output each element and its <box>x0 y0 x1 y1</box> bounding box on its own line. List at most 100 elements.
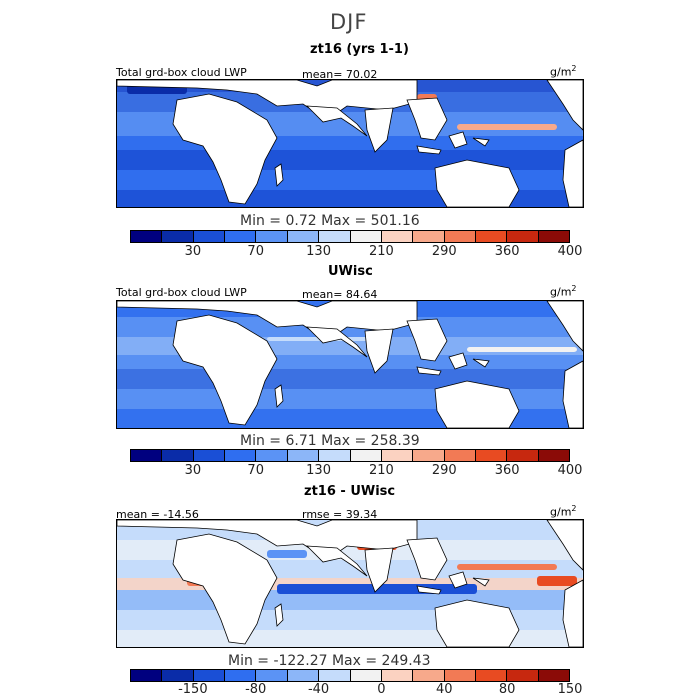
land-mass <box>305 545 368 577</box>
land-mass <box>546 520 583 571</box>
colorbar-tick-label: 210 <box>369 463 394 478</box>
land-mass <box>546 80 583 131</box>
panel-3-rmse-label: rmse = 39.34 <box>302 508 378 521</box>
panel-1-colorbar <box>130 230 570 243</box>
field-band <box>117 150 583 170</box>
colorbar-tick-label: 360 <box>494 463 520 478</box>
land-mass <box>364 547 394 593</box>
colorbar-tick-label: 290 <box>431 244 457 259</box>
land-mass <box>448 352 468 370</box>
colorbar-segment <box>256 670 288 681</box>
colorbar-segment <box>507 670 539 681</box>
land-mass <box>472 577 490 587</box>
land-mass <box>472 358 490 368</box>
colorbar-segment <box>162 231 194 242</box>
colorbar-segment <box>256 450 288 461</box>
colorbar-segment <box>256 231 288 242</box>
colorbar-segment <box>319 450 351 461</box>
colorbar-segment <box>507 231 539 242</box>
land-mass <box>406 97 448 141</box>
colorbar-tick-label: 80 <box>498 682 516 697</box>
land-mass <box>562 579 583 647</box>
colorbar-segment <box>193 231 226 242</box>
panel-2-subtitle: UWisc <box>328 264 373 279</box>
colorbar-segment <box>381 231 414 242</box>
panel-3-colorbar <box>130 669 570 682</box>
colorbar-segment <box>131 231 163 242</box>
colorbar-segment <box>444 450 476 461</box>
panel-1-units: g/m2 <box>550 64 577 79</box>
land-mass <box>364 107 394 153</box>
panel-1-mean-label: mean= 70.02 <box>302 68 378 81</box>
colorbar-segment <box>444 231 476 242</box>
land-mass <box>562 139 583 207</box>
panel-1-left-label: Total grd-box cloud LWP <box>116 66 247 79</box>
panel-3-subtitle: zt16 - UWisc <box>304 484 396 499</box>
colorbar-segment <box>287 231 320 242</box>
colorbar-tick-label: -40 <box>307 682 330 697</box>
colorbar-tick-label: 130 <box>306 463 331 478</box>
colorbar-segment <box>350 670 382 681</box>
colorbar-tick-label: 290 <box>431 463 457 478</box>
colorbar-segment <box>193 450 226 461</box>
land-mass <box>364 328 394 374</box>
colorbar-segment <box>193 670 226 681</box>
colorbar-tick-label: 0 <box>377 682 386 697</box>
land-mass <box>562 360 583 428</box>
panel-2-left-label: Total grd-box cloud LWP <box>116 286 247 299</box>
colorbar-segment <box>475 670 508 681</box>
page-title: DJF <box>330 10 368 34</box>
colorbar-segment <box>131 450 163 461</box>
colorbar-segment <box>162 670 194 681</box>
land-mass <box>434 599 520 647</box>
colorbar-tick-label: 360 <box>494 244 520 259</box>
colorbar-segment <box>319 670 351 681</box>
panel-1-subtitle: zt16 (yrs 1-1) <box>310 42 409 57</box>
colorbar-segment <box>225 670 257 681</box>
land-mass <box>448 571 468 589</box>
colorbar-segment <box>538 450 570 461</box>
field-anomaly <box>537 576 577 586</box>
panel-3-units: g/m2 <box>550 504 577 519</box>
panel-3-mean-label: mean = -14.56 <box>116 508 199 521</box>
colorbar-segment <box>287 670 320 681</box>
panel-1-map <box>116 79 584 208</box>
land-mass <box>172 314 278 426</box>
colorbar-segment <box>475 231 508 242</box>
colorbar-segment <box>475 450 508 461</box>
colorbar-tick-label: 70 <box>247 463 264 478</box>
field-band <box>117 369 583 389</box>
land-mass <box>305 326 368 358</box>
colorbar-segment <box>381 670 414 681</box>
colorbar-segment <box>413 670 445 681</box>
land-mass <box>274 603 284 627</box>
panel-1-minmax: Min = 0.72 Max = 501.16 <box>240 213 420 229</box>
colorbar-segment <box>413 231 445 242</box>
land-mass <box>416 585 442 595</box>
colorbar-tick-label: 130 <box>306 244 331 259</box>
land-mass <box>172 533 278 645</box>
panel-2-units: g/m2 <box>550 284 577 299</box>
land-mass <box>274 163 284 187</box>
colorbar-segment <box>538 231 570 242</box>
colorbar-segment <box>538 670 570 681</box>
colorbar-tick-label: 400 <box>557 244 583 259</box>
colorbar-tick-label: 400 <box>557 463 583 478</box>
colorbar-tick-label: -80 <box>245 682 267 697</box>
land-mass <box>305 105 368 137</box>
land-mass <box>172 93 278 205</box>
colorbar-segment <box>131 670 163 681</box>
land-mass <box>416 145 442 155</box>
colorbar-tick-label: 70 <box>247 244 264 259</box>
colorbar-tick-label: 40 <box>436 682 453 697</box>
colorbar-segment <box>350 450 382 461</box>
colorbar-segment <box>350 231 382 242</box>
colorbar-tick-label: 210 <box>369 244 394 259</box>
field-anomaly <box>467 347 577 352</box>
colorbar-segment <box>319 231 351 242</box>
colorbar-segment <box>287 450 320 461</box>
land-mass <box>416 366 442 376</box>
land-mass <box>472 137 490 147</box>
land-mass <box>434 159 520 207</box>
field-anomaly <box>457 564 557 570</box>
